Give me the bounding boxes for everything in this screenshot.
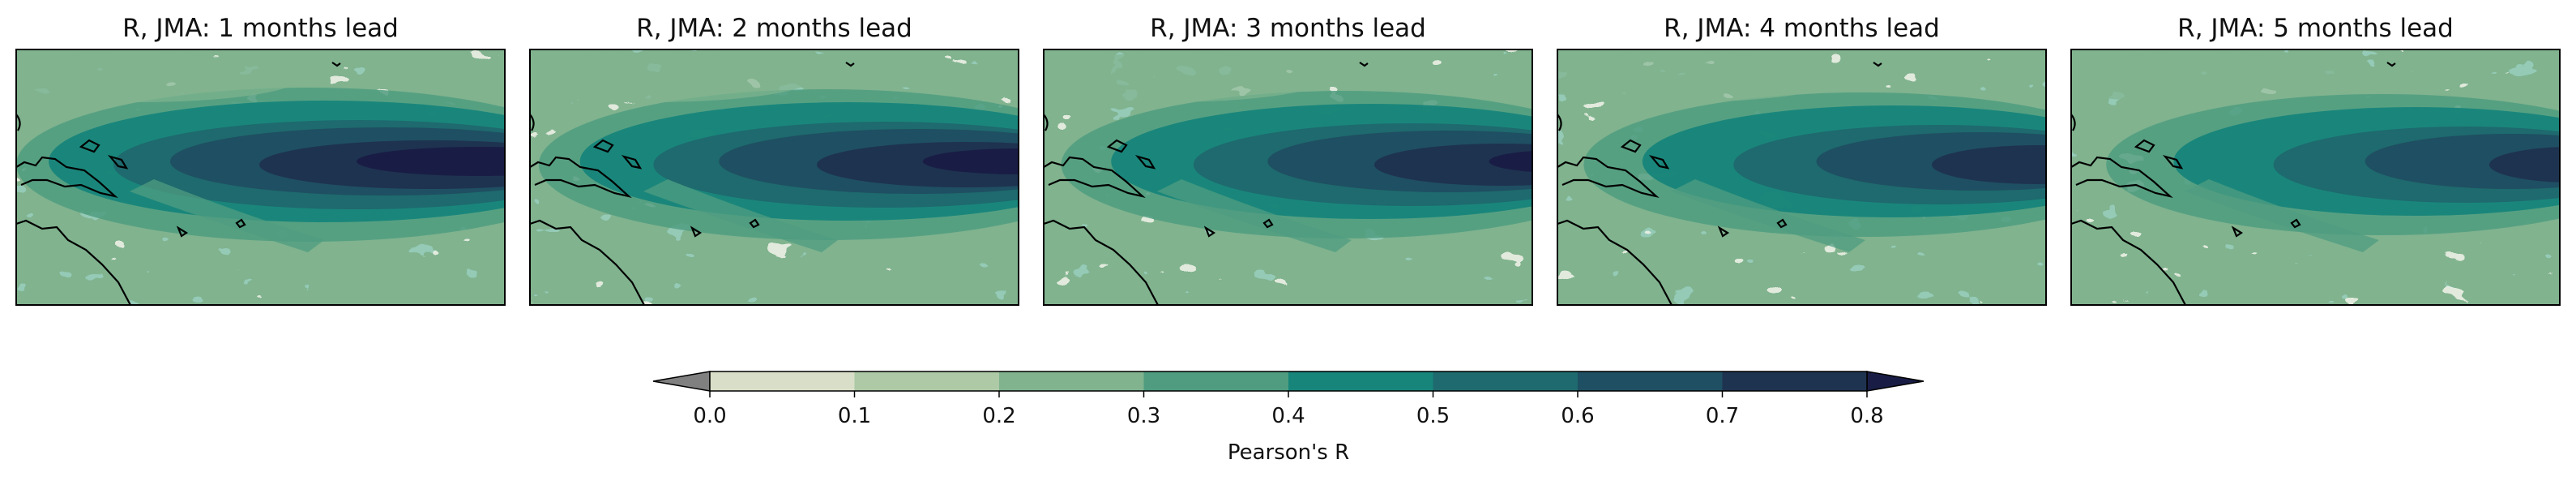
colorbar-tick-label: 0.2 xyxy=(982,404,1015,428)
colorbar-segment xyxy=(1433,371,1578,391)
map-panels: R, JMA: 1 months lead R, JMA: 2 months le… xyxy=(15,14,2561,306)
coastline xyxy=(530,62,855,305)
map-panel-3: R, JMA: 3 months lead xyxy=(1043,14,1533,306)
panel-title: R, JMA: 2 months lead xyxy=(636,14,912,43)
colorbar: 0.0 0.1 0.2 0.3 0.4 0.5 0.6 0.7 0.8 Pearson's R xyxy=(652,371,1925,465)
map-frame xyxy=(1043,49,1533,306)
colorbar-under-extension xyxy=(652,371,711,392)
colorbar-tick-label: 0.0 xyxy=(693,404,726,428)
correlation-field xyxy=(1557,49,2046,305)
map-frame xyxy=(2070,49,2561,306)
coastline xyxy=(16,62,341,305)
panel-title: R, JMA: 5 months lead xyxy=(2177,14,2454,43)
colorbar-tick-label: 0.1 xyxy=(838,404,871,428)
map-frame xyxy=(1557,49,2047,306)
panel-title: R, JMA: 1 months lead xyxy=(122,14,399,43)
colorbar-tick-label: 0.4 xyxy=(1271,404,1305,428)
colorbar-tick-label: 0.3 xyxy=(1127,404,1160,428)
colorbar-segment xyxy=(1288,371,1433,391)
colorbar-label: Pearson's R xyxy=(1228,440,1349,465)
correlation-field xyxy=(2071,49,2560,305)
colorbar-segment xyxy=(1143,371,1288,391)
map-panel-4: R, JMA: 4 months lead xyxy=(1557,14,2047,306)
map-panel-1: R, JMA: 1 months lead xyxy=(15,14,506,306)
colorbar-segment xyxy=(710,371,855,391)
colorbar-segment xyxy=(1578,371,1723,391)
coastline xyxy=(1557,62,1882,305)
correlation-field xyxy=(16,49,505,305)
panel-title: R, JMA: 3 months lead xyxy=(1150,14,1426,43)
colorbar-tick-label: 0.6 xyxy=(1561,404,1594,428)
colorbar-segment xyxy=(999,371,1144,391)
panel-title: R, JMA: 4 months lead xyxy=(1664,14,1940,43)
colorbar-tick-label: 0.8 xyxy=(1850,404,1883,428)
correlation-field xyxy=(530,49,1019,305)
colorbar-segment xyxy=(854,371,999,391)
coastline xyxy=(2071,62,2396,305)
map-frame xyxy=(15,49,506,306)
colorbar-segment xyxy=(1722,371,1867,391)
map-frame xyxy=(529,49,1019,306)
colorbar-tick-label: 0.7 xyxy=(1706,404,1739,428)
coastline xyxy=(1044,62,1369,305)
map-panel-5: R, JMA: 5 months lead xyxy=(2070,14,2561,306)
colorbar-tick-label: 0.5 xyxy=(1416,404,1450,428)
map-panel-2: R, JMA: 2 months lead xyxy=(529,14,1019,306)
correlation-field xyxy=(1044,49,1532,305)
colorbar-over-extension xyxy=(1866,371,1925,392)
